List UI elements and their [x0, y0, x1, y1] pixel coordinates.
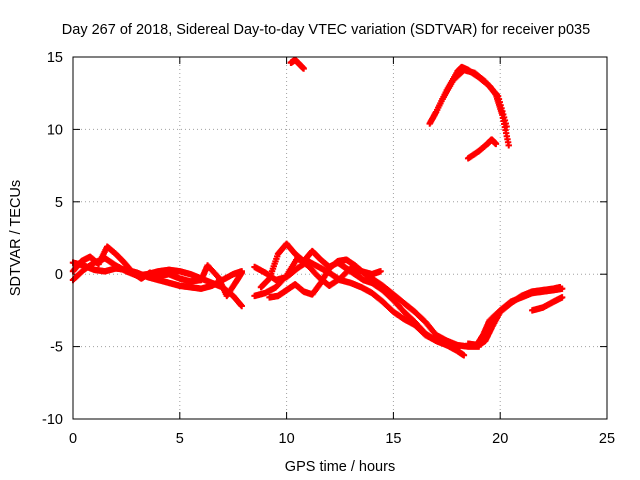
series-track-c — [69, 243, 245, 300]
y-axis-label: SDTVAR / TECUs — [8, 180, 24, 296]
data-point — [300, 65, 307, 72]
data-series — [69, 56, 566, 359]
y-tick-label: -10 — [42, 412, 63, 428]
x-tick-label: 15 — [385, 431, 401, 447]
x-tick-label: 25 — [599, 431, 615, 447]
data-point — [505, 142, 512, 149]
series-track-m — [439, 66, 510, 130]
series-track-n — [464, 136, 500, 162]
series-track-l — [426, 63, 512, 149]
data-point — [377, 268, 384, 275]
data-point — [460, 352, 468, 359]
x-axis-label: GPS time / hours — [285, 459, 395, 475]
y-tick-label: 0 — [55, 267, 63, 283]
data-point — [503, 123, 510, 130]
data-point — [492, 140, 500, 148]
y-tick-label: -5 — [50, 340, 63, 356]
series-track-i — [473, 285, 566, 349]
x-tick-label: 10 — [279, 431, 295, 447]
y-tick-label: 15 — [47, 50, 63, 66]
x-tick-label: 0 — [69, 431, 77, 447]
series-track-g — [257, 240, 468, 359]
series-track-k — [287, 56, 307, 72]
data-point — [238, 302, 245, 310]
x-tick-label: 20 — [492, 431, 508, 447]
data-point — [558, 294, 566, 301]
y-tick-label: 10 — [47, 122, 63, 138]
data-point — [238, 269, 245, 276]
axis-ticks: 0 5 10 15 20 25 -10 -5 0 5 10 15 — [42, 50, 615, 447]
data-point — [558, 285, 566, 292]
chart-title: Day 267 of 2018, Sidereal Day-to-day VTE… — [62, 22, 590, 38]
series-track-j — [529, 294, 566, 314]
plot-frame — [72, 56, 608, 420]
x-tick-label: 5 — [176, 431, 184, 447]
grid-lines — [73, 57, 607, 419]
y-tick-label: 5 — [55, 195, 63, 211]
